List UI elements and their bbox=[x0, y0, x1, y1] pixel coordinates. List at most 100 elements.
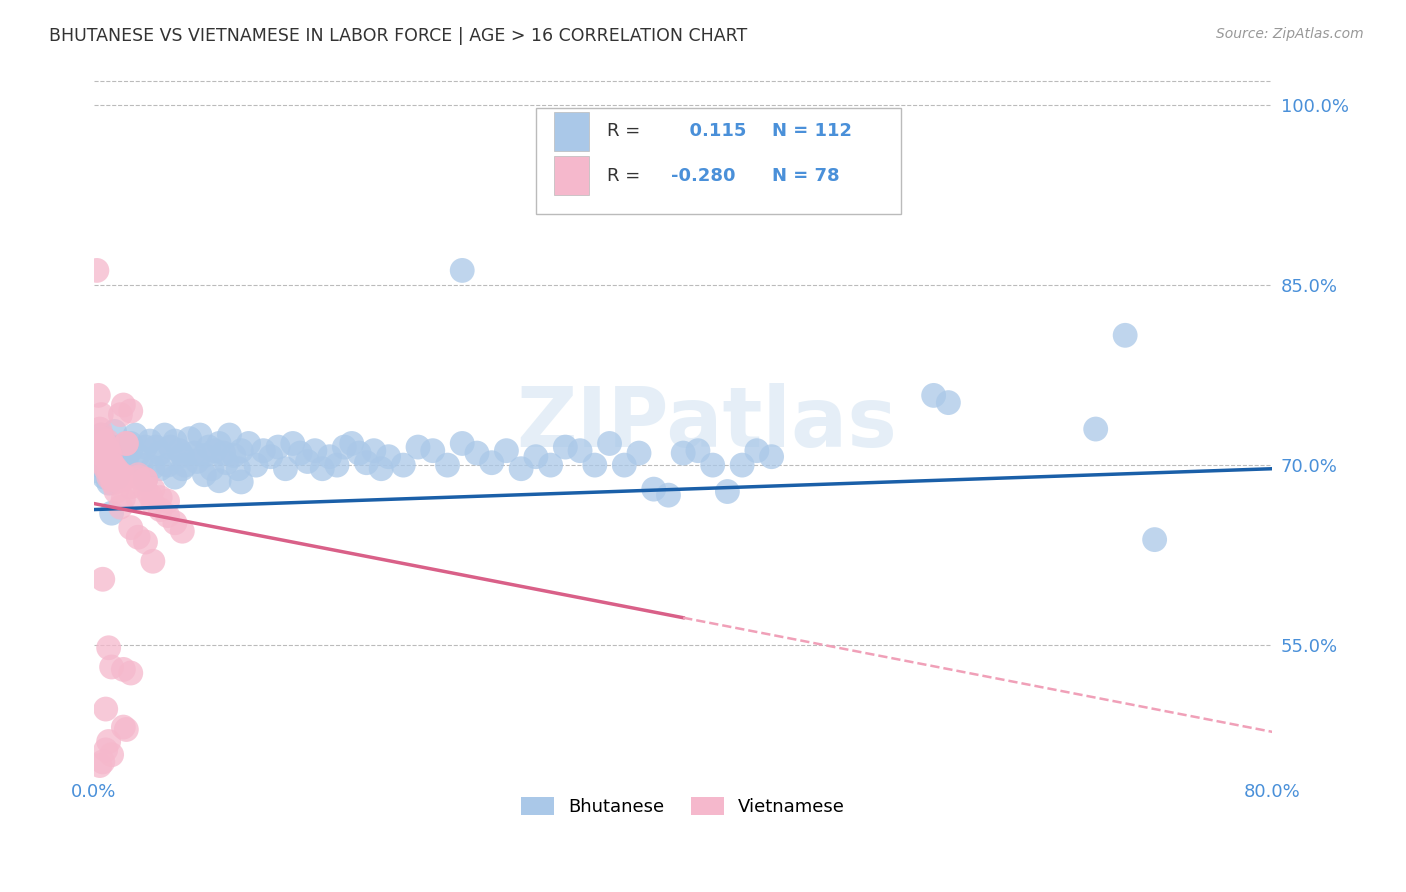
Point bbox=[115, 436, 138, 450]
Point bbox=[643, 482, 665, 496]
Point bbox=[145, 440, 167, 454]
Point bbox=[91, 432, 114, 446]
Point bbox=[134, 482, 156, 496]
Point bbox=[163, 470, 186, 484]
Point bbox=[554, 440, 576, 454]
Point bbox=[326, 458, 349, 472]
Point bbox=[93, 446, 115, 460]
Point bbox=[90, 452, 112, 467]
Point bbox=[149, 461, 172, 475]
Legend: Bhutanese, Vietnamese: Bhutanese, Vietnamese bbox=[512, 788, 855, 825]
Point bbox=[129, 458, 152, 472]
Point bbox=[120, 404, 142, 418]
Point bbox=[127, 449, 149, 463]
Point bbox=[347, 446, 370, 460]
Point bbox=[392, 458, 415, 472]
Point bbox=[98, 449, 121, 463]
Point bbox=[238, 436, 260, 450]
Point bbox=[97, 461, 120, 475]
Point bbox=[89, 440, 111, 454]
Point bbox=[97, 640, 120, 655]
Point bbox=[139, 434, 162, 448]
Point bbox=[89, 422, 111, 436]
Point bbox=[120, 520, 142, 534]
Point bbox=[245, 458, 267, 472]
Point bbox=[340, 436, 363, 450]
Point bbox=[569, 443, 592, 458]
Point bbox=[100, 467, 122, 482]
Point bbox=[422, 443, 444, 458]
Point bbox=[96, 467, 118, 482]
Point bbox=[481, 456, 503, 470]
Text: -0.280: -0.280 bbox=[672, 167, 735, 185]
Point bbox=[120, 443, 142, 458]
Point bbox=[111, 467, 134, 482]
Text: Source: ZipAtlas.com: Source: ZipAtlas.com bbox=[1216, 27, 1364, 41]
Text: R =: R = bbox=[606, 122, 640, 140]
Point bbox=[510, 461, 533, 475]
Point bbox=[112, 720, 135, 734]
Point bbox=[120, 665, 142, 680]
Text: N = 78: N = 78 bbox=[772, 167, 839, 185]
Point bbox=[540, 458, 562, 472]
Point bbox=[922, 388, 945, 402]
Point bbox=[311, 461, 333, 475]
Point bbox=[103, 461, 125, 475]
Point bbox=[149, 446, 172, 460]
Point bbox=[193, 467, 215, 482]
Point bbox=[231, 475, 253, 489]
Point bbox=[218, 428, 240, 442]
Point bbox=[98, 467, 121, 482]
Point bbox=[274, 461, 297, 475]
Point bbox=[86, 446, 108, 460]
Point bbox=[96, 452, 118, 467]
Point bbox=[153, 428, 176, 442]
Point bbox=[94, 443, 117, 458]
Point bbox=[134, 473, 156, 487]
Point bbox=[127, 470, 149, 484]
Point bbox=[436, 458, 458, 472]
Point bbox=[90, 428, 112, 442]
Point bbox=[97, 734, 120, 748]
Text: ZIPatlas: ZIPatlas bbox=[516, 383, 897, 464]
Point bbox=[193, 449, 215, 463]
Point bbox=[107, 470, 129, 484]
Point bbox=[583, 458, 606, 472]
Point bbox=[105, 461, 128, 475]
Point bbox=[201, 461, 224, 475]
Point bbox=[142, 554, 165, 568]
Point bbox=[105, 484, 128, 499]
Point bbox=[97, 470, 120, 484]
Point bbox=[172, 449, 194, 463]
Point bbox=[110, 500, 132, 515]
Point bbox=[204, 443, 226, 458]
Point bbox=[169, 443, 191, 458]
Point bbox=[93, 470, 115, 484]
Point bbox=[112, 662, 135, 676]
Point bbox=[142, 460, 165, 475]
Point bbox=[163, 516, 186, 530]
Point bbox=[127, 491, 149, 506]
Point bbox=[115, 470, 138, 484]
Point bbox=[495, 443, 517, 458]
Point bbox=[96, 452, 118, 467]
Point bbox=[89, 458, 111, 472]
Point bbox=[731, 458, 754, 472]
Point bbox=[134, 473, 156, 487]
Point bbox=[172, 461, 194, 475]
Point bbox=[226, 461, 249, 475]
Point bbox=[613, 458, 636, 472]
Point bbox=[120, 480, 142, 494]
Point bbox=[101, 476, 124, 491]
Point bbox=[1114, 328, 1136, 343]
Point bbox=[134, 440, 156, 454]
Point bbox=[745, 443, 768, 458]
Point bbox=[97, 476, 120, 491]
Point bbox=[112, 491, 135, 506]
Point bbox=[318, 450, 340, 464]
Point bbox=[115, 436, 138, 450]
Point bbox=[208, 436, 231, 450]
Point bbox=[304, 443, 326, 458]
Point bbox=[134, 535, 156, 549]
Point bbox=[105, 460, 128, 475]
